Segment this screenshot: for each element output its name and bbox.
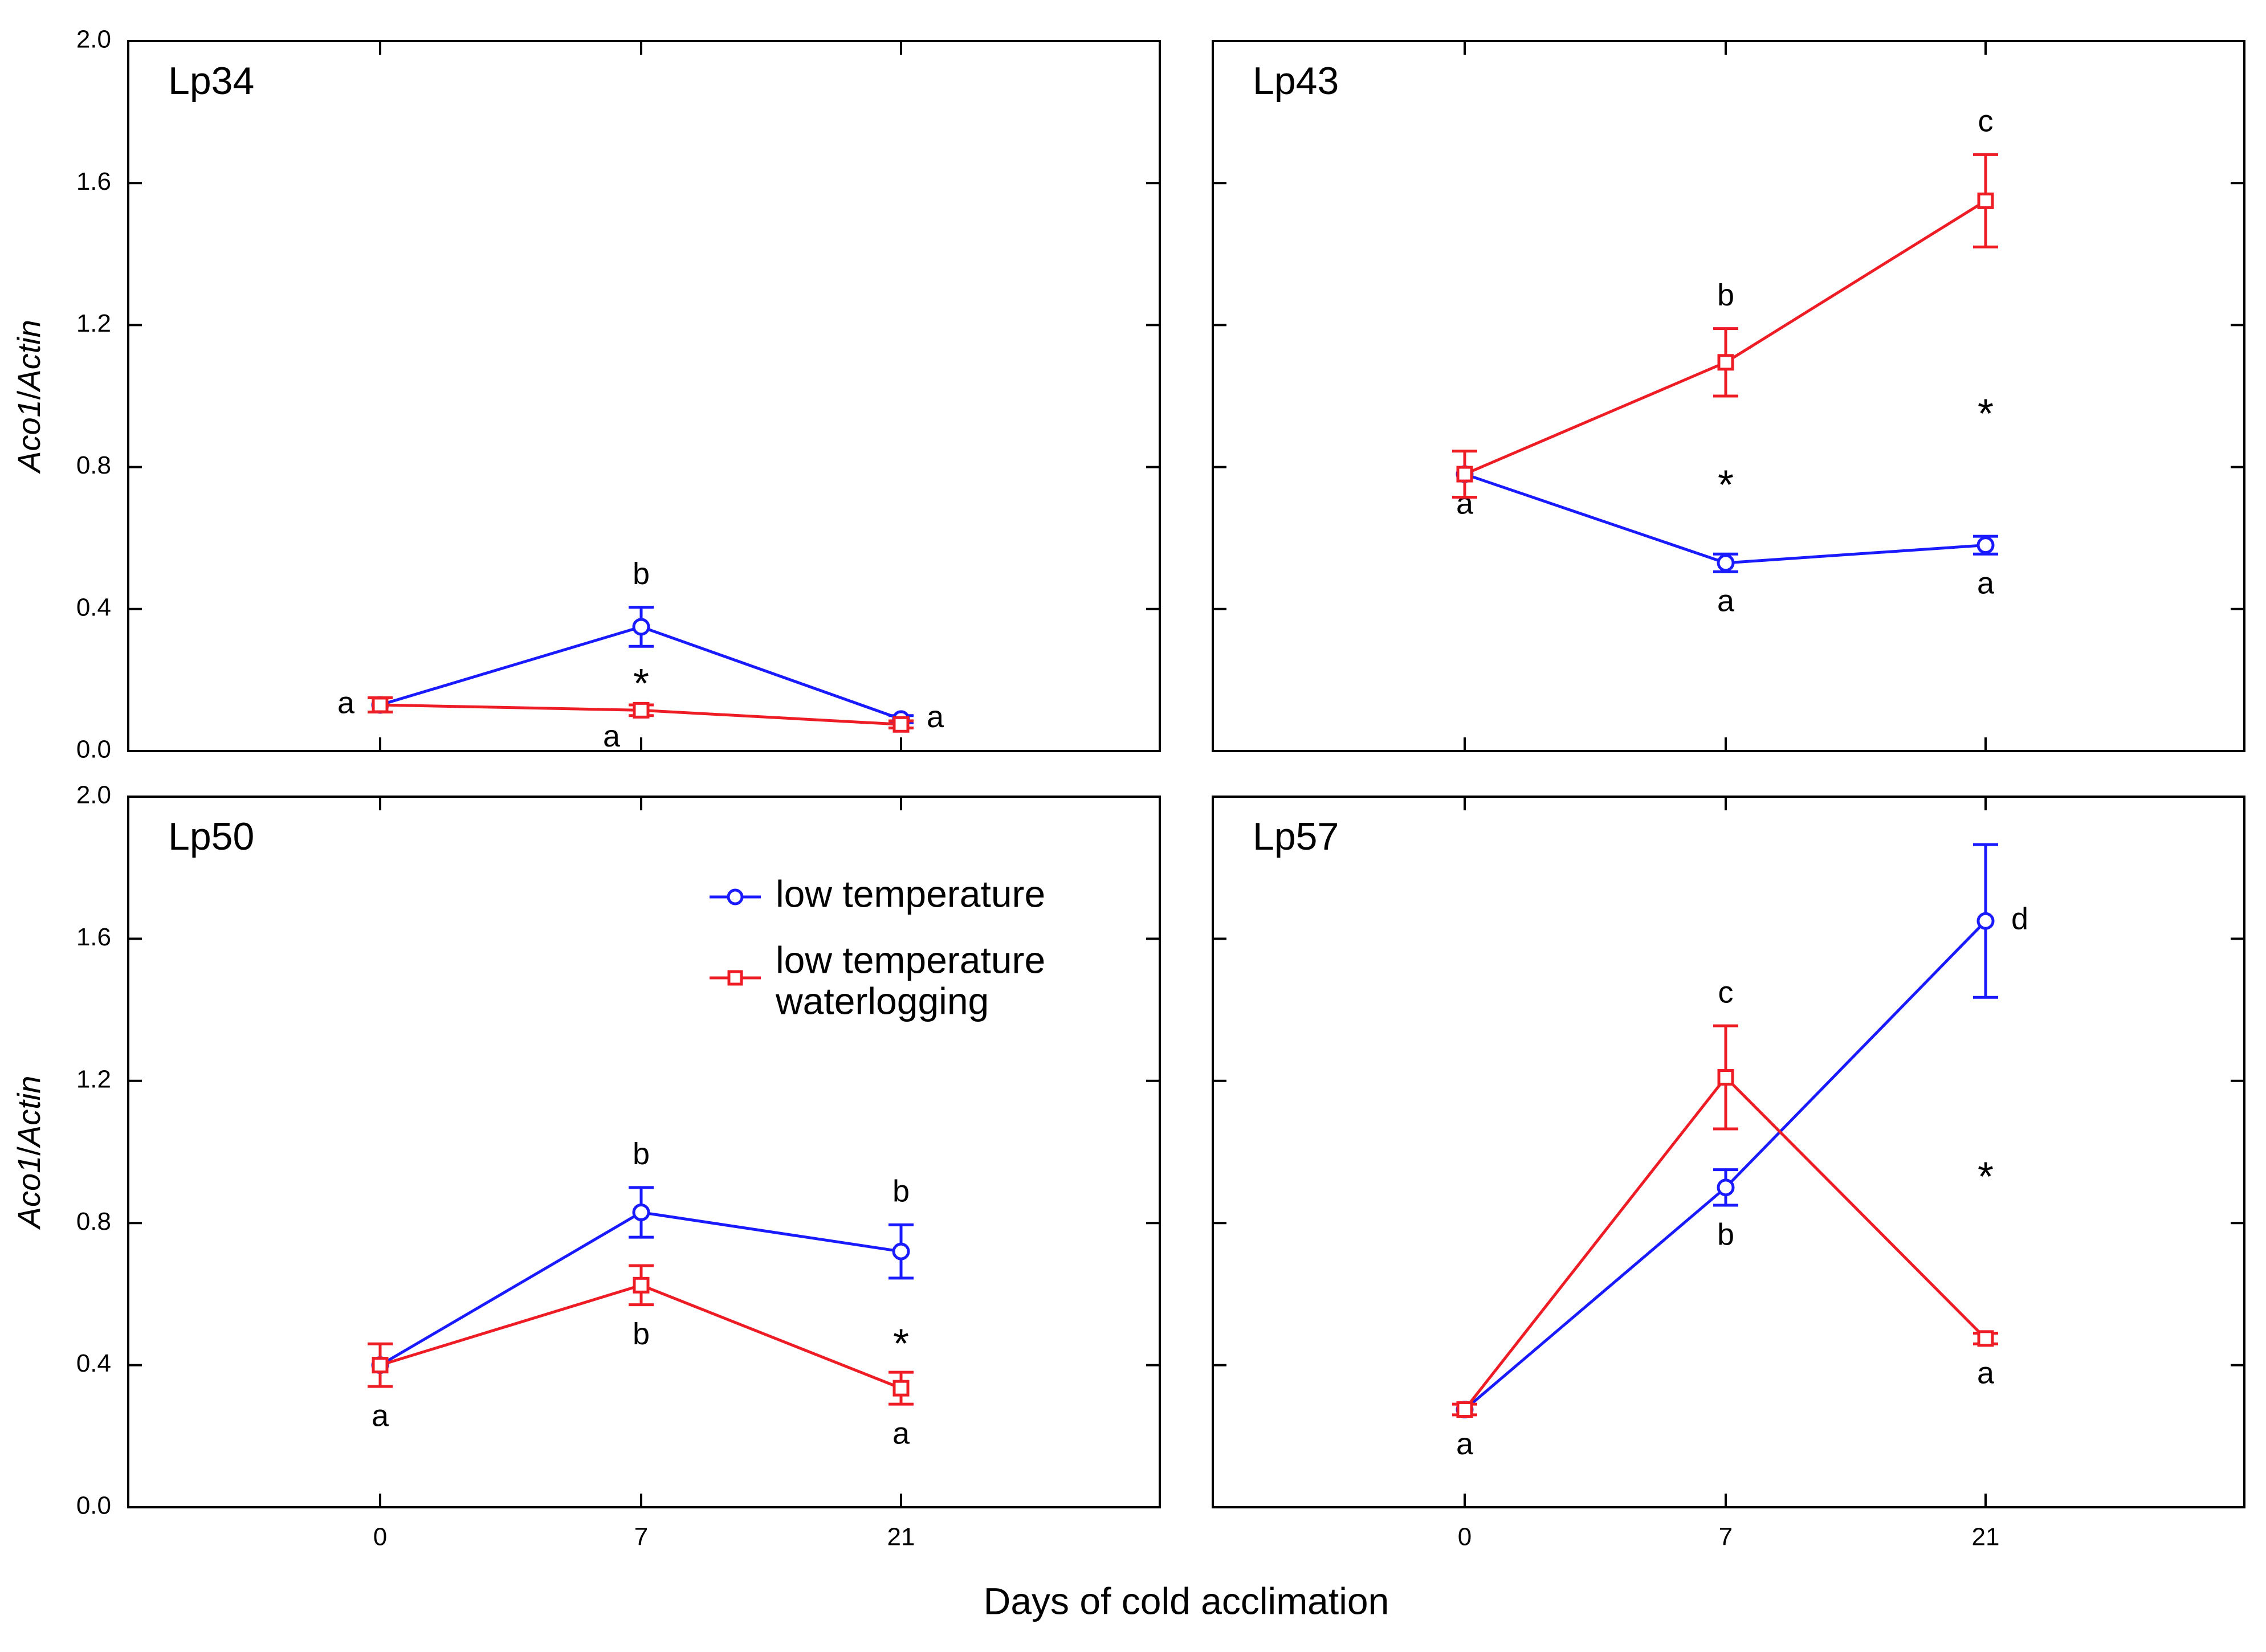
significance-letter: c — [1718, 975, 1734, 1009]
legend-label: low temperature — [776, 939, 1045, 981]
y-tick-label: 1.2 — [76, 1065, 111, 1093]
panel-title: Lp34 — [168, 59, 254, 103]
legend-marker-circle — [727, 888, 744, 905]
significance-asterisk: * — [1718, 462, 1734, 508]
data-point-circle — [632, 618, 650, 636]
significance-letter: c — [1978, 104, 1994, 138]
y-axis-label: Aco1/Actin — [11, 320, 47, 474]
significance-letter: a — [892, 1416, 910, 1450]
significance-asterisk: * — [1978, 391, 1994, 437]
y-axis-label-part: Aco1 — [11, 399, 47, 474]
panel-title: Lp50 — [168, 815, 254, 858]
significance-letter: a — [1977, 566, 1995, 601]
y-axis-label-part: / — [11, 1147, 47, 1156]
y-axis-label-part: / — [11, 390, 47, 399]
significance-letter: d — [2011, 902, 2028, 936]
series-low-temperature-waterlogging: a c a — [1452, 975, 1998, 1461]
y-tick-label: 1.6 — [76, 168, 111, 195]
significance-letter: a — [372, 1398, 389, 1433]
panel-lp50: 0.0 0.4 0.8 1.2 1.6 2.0 0 7 21 Lp50 b b a b a * low temp… — [76, 781, 1161, 1551]
significance-letter: a — [927, 700, 944, 734]
y-tick-label: 0.0 — [76, 736, 111, 764]
data-point-circle — [1717, 1178, 1735, 1197]
significance-letter: a — [603, 719, 621, 753]
y-tick-label: 2.0 — [76, 781, 111, 809]
data-point-square — [892, 716, 910, 733]
x-tick-label: 7 — [634, 1523, 648, 1551]
y-tick-label: 0.4 — [76, 593, 111, 621]
data-point-square — [372, 696, 389, 713]
y-axis-label-part: Aco1 — [11, 1156, 47, 1230]
significance-letter: a — [1456, 1427, 1474, 1461]
data-point-square — [1717, 354, 1734, 371]
x-tick-label: 21 — [887, 1523, 915, 1551]
y-tick-label: 0.0 — [76, 1492, 111, 1520]
data-point-square — [633, 701, 650, 719]
x-tick-label: 21 — [1972, 1523, 2000, 1551]
data-point-square — [372, 1357, 389, 1374]
significance-letter: a — [1977, 1356, 1995, 1390]
significance-letter: b — [633, 1317, 650, 1351]
x-tick-label: 0 — [1458, 1523, 1472, 1551]
legend-marker-square — [727, 970, 743, 986]
legend-label: waterlogging — [775, 980, 989, 1022]
legend-label: low temperature — [776, 872, 1045, 915]
series-low-temperature: aaa — [1456, 465, 1998, 618]
y-tick-label: 1.6 — [76, 923, 111, 951]
data-point-square — [633, 1276, 650, 1294]
y-tick-label: 0.8 — [76, 451, 111, 479]
significance-letter: a — [1717, 584, 1735, 618]
data-point-square — [1717, 1069, 1734, 1086]
y-tick-label: 1.2 — [76, 309, 111, 337]
x-tick-label: 7 — [1719, 1523, 1733, 1551]
series-low-temperature-waterlogging: a b a — [368, 1264, 914, 1450]
y-axis-label-part: Actin — [11, 1076, 47, 1149]
significance-letter: b — [633, 557, 650, 591]
series-low-temperature-waterlogging: bc — [1452, 104, 1998, 499]
significance-asterisk: * — [893, 1321, 909, 1367]
significance-letter: b — [633, 1137, 650, 1171]
x-tick-label: 0 — [373, 1523, 387, 1551]
y-tick-label: 2.0 — [76, 26, 111, 54]
y-axis-label: Aco1/Actin — [11, 1076, 47, 1230]
significance-letter: b — [1717, 1217, 1734, 1251]
x-axis-label: Days of cold acclimation — [984, 1580, 1389, 1622]
significance-letter: b — [892, 1174, 910, 1209]
data-point-circle — [1717, 554, 1735, 572]
significance-letter: b — [1717, 278, 1734, 312]
plot-frame — [1212, 40, 2245, 752]
data-point-circle — [892, 1242, 910, 1261]
plot-frame — [1212, 796, 2245, 1508]
data-point-circle — [1976, 912, 1995, 930]
data-point-circle — [632, 1203, 650, 1221]
plot-frame — [127, 40, 1161, 752]
data-point-square — [892, 1380, 910, 1397]
data-point-circle — [1976, 536, 1995, 554]
y-tick-label: 0.4 — [76, 1349, 111, 1377]
panel-title: Lp43 — [1253, 59, 1339, 103]
significance-letter: a — [337, 686, 355, 720]
series-low-temperature: bd — [1456, 843, 2028, 1419]
significance-asterisk: * — [633, 661, 649, 707]
series-low-temperature-waterlogging: aa — [337, 686, 914, 753]
data-point-square — [1456, 1401, 1473, 1418]
data-point-square — [1977, 192, 1994, 209]
y-tick-label: 0.8 — [76, 1208, 111, 1235]
panel-title: Lp57 — [1253, 815, 1339, 858]
data-point-square — [1977, 1330, 1994, 1347]
plot-frame — [127, 796, 1161, 1508]
significance-asterisk: * — [1978, 1155, 1994, 1200]
data-point-square — [1456, 466, 1473, 483]
y-axis-label-part: Actin — [11, 320, 47, 393]
chart-root: 0.00.40.81.21.62.0Lp34baaa*Lp43aaabc**0.… — [11, 26, 2245, 1622]
